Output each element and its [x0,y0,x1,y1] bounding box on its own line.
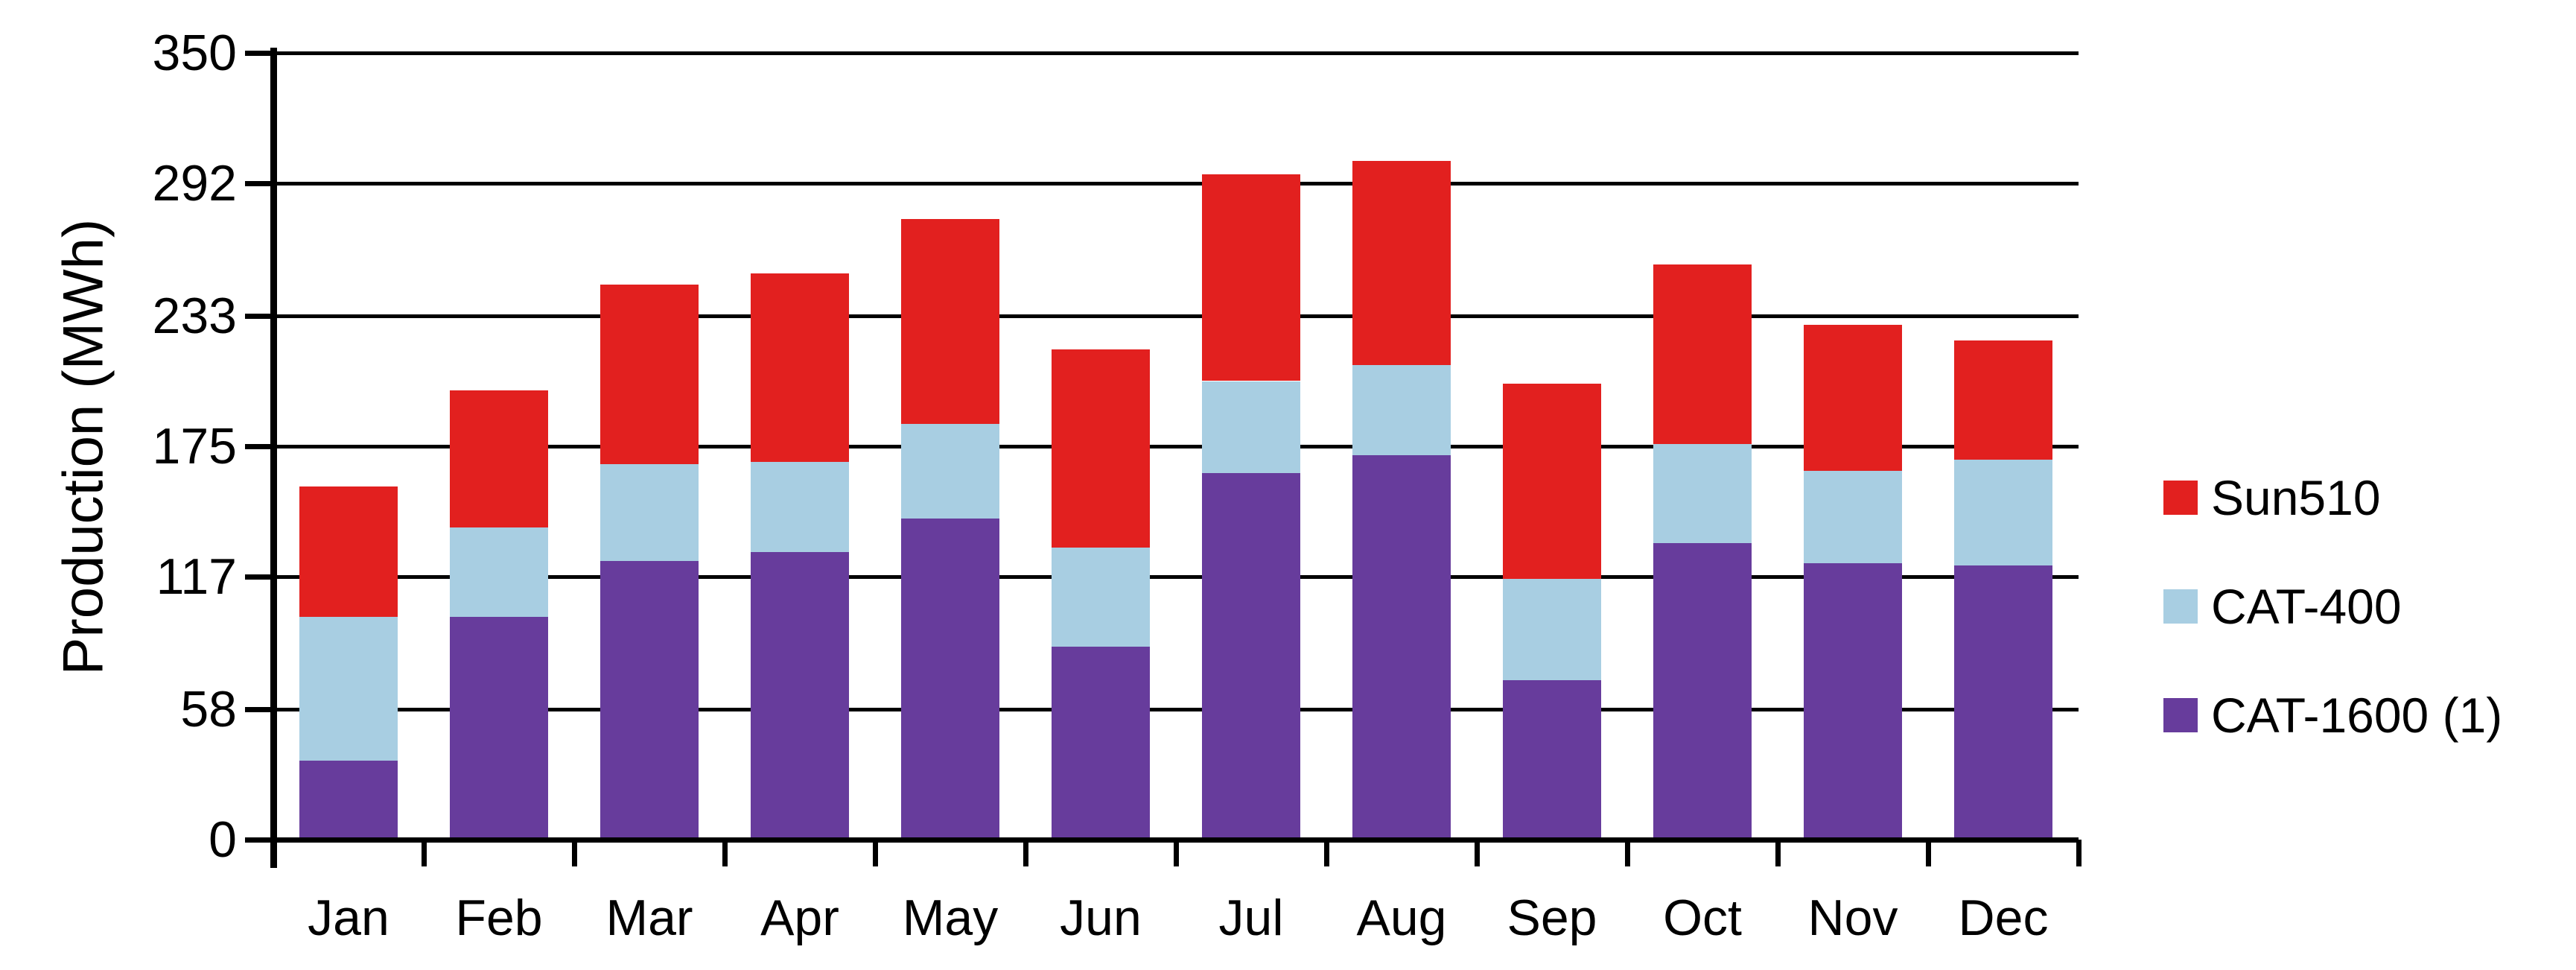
bar-aug-cat-400 [1352,365,1451,456]
bar-aug-cat-1600-1 [1352,455,1451,840]
gridline-350 [273,51,2079,55]
gridline-292 [273,181,2079,186]
bar-nov-cat-400 [1804,471,1902,563]
bar-oct-cat-400 [1653,443,1752,543]
x-tick-3 [722,840,728,866]
y-tick-label-117: 117 [156,548,237,605]
x-tick-label-sep: Sep [1507,890,1597,946]
gridline-117 [273,574,2079,579]
bar-feb-cat-1600-1 [450,617,548,840]
x-tick-label-feb: Feb [455,890,543,946]
bar-may-sun510 [901,219,999,424]
bar-jan-sun510 [299,486,398,618]
x-tick-label-aug: Aug [1356,890,1447,946]
bar-mar-cat-400 [600,464,699,561]
bar-sep-cat-1600-1 [1503,679,1601,840]
legend-item-sun510: Sun510 [2163,470,2381,525]
bar-dec-cat-400 [1954,460,2052,565]
x-tick-label-dec: Dec [1958,890,2049,946]
x-tick-5 [1023,840,1028,866]
y-tick-label-292: 292 [152,154,237,212]
legend-swatch-sun510 [2163,481,2198,515]
x-tick-label-oct: Oct [1663,890,1742,946]
x-tick-label-may: May [902,890,999,946]
y-axis-line [270,48,277,868]
x-tick-8 [1475,840,1480,866]
x-tick-11 [1926,840,1931,866]
x-tick-7 [1324,840,1329,866]
y-tick-label-233: 233 [152,288,237,344]
x-tick-10 [1775,840,1781,866]
bar-nov-sun510 [1804,325,1902,472]
bar-jul-sun510 [1202,174,1300,381]
x-tick-label-jan: Jan [308,890,389,946]
bar-apr-cat-400 [751,462,849,552]
bar-oct-cat-1600-1 [1653,542,1752,840]
bar-may-cat-400 [901,423,999,519]
legend-item-cat-400: CAT-400 [2163,579,2402,634]
bar-oct-sun510 [1653,264,1752,444]
bar-sep-cat-400 [1503,579,1601,680]
bar-feb-sun510 [450,390,548,527]
bar-jan-cat-1600-1 [299,761,398,840]
y-tick-233 [245,314,273,319]
x-tick-0 [271,840,276,866]
gridline-175 [273,445,2079,448]
bar-feb-cat-400 [450,527,548,618]
y-tick-292 [245,180,273,186]
gridline-233 [273,314,2079,318]
bar-sep-sun510 [1503,383,1601,579]
x-tick-4 [873,840,878,866]
bar-jun-sun510 [1052,349,1150,548]
bar-dec-sun510 [1954,340,2052,460]
legend-label-sun510: Sun510 [2211,470,2381,525]
gridline-58 [273,708,2079,711]
x-tick-label-jun: Jun [1060,890,1142,946]
bar-apr-sun510 [751,273,849,463]
y-tick-117 [245,574,273,580]
x-tick-label-mar: Mar [605,890,693,946]
x-tick-label-nov: Nov [1807,890,1898,946]
y-tick-175 [245,444,273,449]
legend-label-cat-400: CAT-400 [2211,579,2402,634]
bar-apr-cat-1600-1 [751,551,849,840]
bar-dec-cat-1600-1 [1954,565,2052,840]
x-tick-9 [1625,840,1630,866]
x-tick-label-jul: Jul [1218,890,1284,946]
x-tick-6 [1174,840,1179,866]
y-tick-58 [245,707,273,712]
y-tick-label-350: 350 [152,25,237,81]
legend-label-cat-1600-1: CAT-1600 (1) [2211,688,2503,743]
y-tick-label-58: 58 [180,681,237,738]
bar-aug-sun510 [1352,160,1451,366]
y-tick-0 [245,837,273,843]
bar-jul-cat-1600-1 [1202,473,1300,840]
x-tick-label-apr: Apr [760,890,839,946]
bar-jun-cat-1600-1 [1052,646,1150,840]
x-tick-2 [572,840,577,866]
bar-mar-sun510 [600,284,699,465]
legend-swatch-cat-400 [2163,589,2198,624]
y-tick-350 [245,51,273,56]
bar-nov-cat-1600-1 [1804,562,1902,840]
y-tick-label-0: 0 [209,811,237,868]
x-tick-12 [2076,840,2082,866]
bar-may-cat-1600-1 [901,518,999,840]
bar-jan-cat-400 [299,617,398,761]
bar-jul-cat-400 [1202,381,1300,474]
legend-item-cat-1600-1: CAT-1600 (1) [2163,688,2502,743]
x-tick-1 [422,840,427,866]
legend-swatch-cat-1600-1 [2163,698,2198,732]
bar-jun-cat-400 [1052,547,1150,647]
bar-mar-cat-1600-1 [600,560,699,840]
y-tick-label-175: 175 [152,418,237,475]
